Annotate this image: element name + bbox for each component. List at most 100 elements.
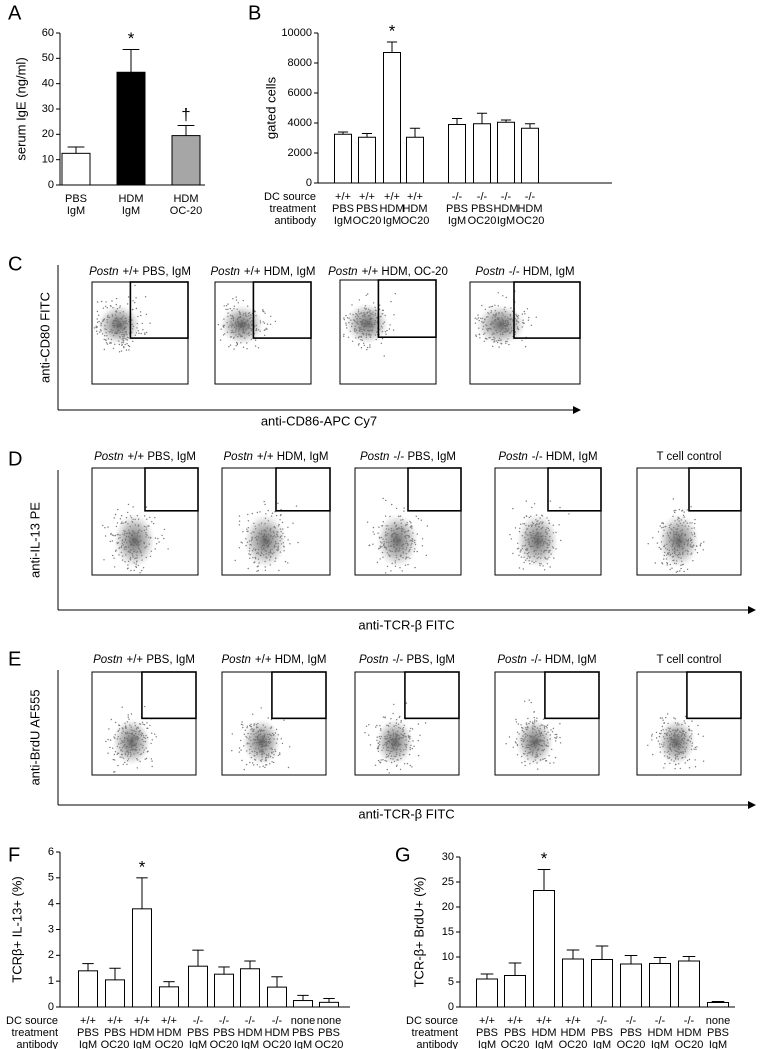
event-dot bbox=[109, 540, 111, 543]
event-dot bbox=[691, 720, 693, 722]
bar bbox=[132, 908, 152, 1008]
event-dot bbox=[528, 699, 530, 701]
panel-letter: C bbox=[8, 253, 22, 275]
event-dot bbox=[661, 562, 663, 564]
event-dot bbox=[697, 733, 700, 735]
event-dot bbox=[240, 541, 242, 543]
event-dot bbox=[130, 569, 132, 572]
x-tick-label: OC20 bbox=[516, 215, 545, 227]
event-dot bbox=[102, 307, 105, 309]
gene-name: Postn bbox=[360, 451, 389, 463]
event-dot bbox=[384, 572, 387, 574]
event-dot bbox=[416, 550, 418, 553]
plot-title: T cell control bbox=[657, 451, 722, 463]
y-axis-label: serum IgE (ng/ml) bbox=[13, 57, 28, 160]
x-tick-label: HDM bbox=[379, 203, 404, 215]
density-core bbox=[657, 718, 696, 766]
event-dot bbox=[363, 344, 365, 346]
x-axis-label: anti-TCR-β FITC bbox=[358, 617, 454, 632]
y-tick-label: 1 bbox=[48, 975, 54, 987]
bar bbox=[707, 1002, 729, 1008]
event-dot bbox=[138, 332, 140, 334]
event-dot bbox=[533, 711, 535, 713]
x-tick-label: PBS bbox=[356, 203, 378, 215]
event-dot bbox=[663, 767, 665, 769]
x-tick-label: IgM bbox=[383, 215, 401, 227]
event-dot bbox=[117, 508, 119, 511]
event-dot bbox=[264, 503, 266, 506]
event-dot bbox=[95, 325, 97, 327]
event-dot bbox=[155, 736, 157, 738]
event-dot bbox=[673, 510, 675, 512]
event-dot bbox=[426, 525, 428, 527]
event-dot bbox=[96, 330, 98, 332]
event-dot bbox=[382, 497, 384, 500]
event-dot bbox=[140, 314, 142, 317]
event-dot bbox=[694, 766, 697, 768]
x-tick-label: OC20 bbox=[401, 215, 430, 227]
event-dot bbox=[251, 762, 254, 764]
event-dot bbox=[554, 736, 556, 739]
gate bbox=[252, 281, 312, 339]
event-dot bbox=[126, 303, 129, 305]
event-dot bbox=[377, 759, 380, 762]
bar bbox=[358, 136, 376, 184]
plot-frame bbox=[354, 671, 460, 776]
event-dot bbox=[559, 506, 561, 509]
event-dot bbox=[163, 528, 166, 531]
event-dot bbox=[132, 340, 134, 342]
event-dot bbox=[425, 554, 428, 557]
density-core bbox=[376, 513, 419, 568]
event-dot bbox=[483, 340, 485, 342]
x-tick-label: HDM bbox=[493, 203, 518, 215]
event-dot bbox=[242, 346, 245, 348]
event-dot bbox=[96, 333, 99, 335]
event-dot bbox=[98, 314, 100, 316]
event-dot bbox=[116, 522, 119, 524]
event-dot bbox=[669, 568, 671, 571]
event-dot bbox=[505, 296, 507, 299]
event-dot bbox=[238, 747, 241, 749]
row-label: antibody bbox=[16, 1039, 58, 1049]
event-dot bbox=[403, 507, 405, 509]
event-dot bbox=[234, 559, 236, 562]
x-tick-label: HDM bbox=[264, 1027, 289, 1039]
x-tick-label: +/+ bbox=[384, 191, 400, 203]
event-dot bbox=[238, 524, 241, 526]
x-tick-label: HDM bbox=[560, 1027, 585, 1039]
event-dot bbox=[474, 322, 477, 324]
event-dot bbox=[515, 718, 517, 721]
event-dot bbox=[401, 570, 403, 572]
x-tick-label: -/- bbox=[597, 1015, 608, 1027]
event-dot bbox=[661, 717, 663, 719]
event-dot bbox=[219, 339, 222, 341]
row-label: treatment bbox=[12, 1027, 58, 1039]
event-dot bbox=[523, 561, 525, 564]
event-dot bbox=[675, 571, 678, 573]
x-tick-label: OC20 bbox=[263, 1039, 292, 1049]
event-dot bbox=[151, 765, 153, 768]
event-dot bbox=[559, 723, 561, 725]
bar bbox=[267, 986, 287, 1008]
event-dot bbox=[652, 537, 654, 539]
y-tick-label: 6000 bbox=[288, 87, 312, 99]
event-dot bbox=[247, 520, 250, 522]
event-dot bbox=[517, 723, 519, 725]
condition: +/+ PBS, IgM bbox=[128, 451, 196, 463]
event-dot bbox=[279, 519, 281, 521]
y-tick-label: 0 bbox=[48, 1001, 54, 1013]
x-axis-label: anti-CD86-APC Cy7 bbox=[261, 413, 377, 428]
event-dot bbox=[662, 719, 664, 721]
bar bbox=[497, 121, 515, 184]
event-dot bbox=[109, 739, 112, 741]
x-tick-label: IgM bbox=[709, 1039, 727, 1049]
density-core bbox=[244, 513, 287, 568]
event-dot bbox=[683, 511, 685, 513]
event-dot bbox=[242, 724, 244, 726]
event-dot bbox=[393, 703, 395, 706]
x-tick-label: OC20 bbox=[559, 1039, 588, 1049]
x-tick-label: IgM bbox=[67, 205, 85, 217]
event-dot bbox=[369, 346, 371, 348]
event-dot bbox=[659, 717, 662, 719]
event-dot bbox=[671, 567, 673, 569]
